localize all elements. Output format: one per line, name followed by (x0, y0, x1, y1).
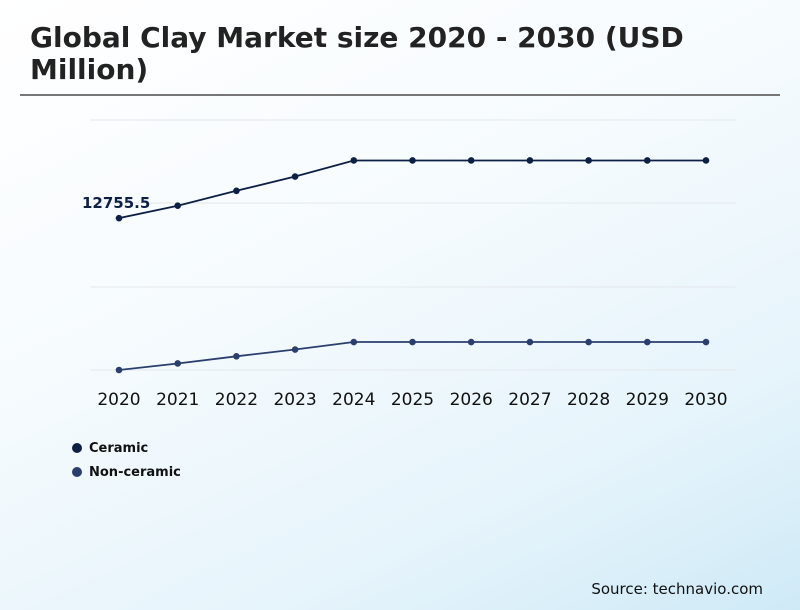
data-point-non-ceramic-2022 (233, 353, 240, 360)
data-point-non-ceramic-2028 (585, 338, 592, 346)
x-tick-label-2024: 2024 (332, 390, 375, 410)
chart-title: Global Clay Market size 2020 - 2030 (USD… (30, 21, 684, 86)
data-label-0: 12755.5 (82, 194, 150, 212)
x-tick-label-2022: 2022 (215, 390, 258, 410)
x-tick-label-2028: 2028 (567, 390, 610, 410)
line-chart: 2020 2021 2022 2023 2024 2025 2026 2027 2028 2029… (82, 119, 736, 410)
data-point-non-ceramic-2021 (174, 360, 181, 367)
x-tick-label-2026: 2026 (450, 390, 493, 410)
data-point-non-ceramic-2023 (291, 346, 299, 353)
legend-item-ceramic: Ceramic (72, 436, 181, 460)
data-point-non-ceramic-2020 (115, 366, 123, 374)
data-point-ceramic-2028 (585, 157, 592, 164)
data-point-ceramic-2027 (526, 157, 534, 164)
legend: Ceramic Non-ceramic (72, 436, 181, 484)
x-tick-label-2021: 2021 (156, 390, 199, 410)
x-tick-label-2029: 2029 (626, 390, 669, 410)
data-point-ceramic-2024 (350, 157, 358, 164)
legend-marker-non-ceramic (72, 467, 82, 477)
data-point-ceramic-2020 (115, 214, 123, 222)
title-divider (20, 94, 780, 96)
series-line-ceramic (118, 159, 706, 219)
legend-marker-ceramic (72, 443, 82, 453)
data-point-ceramic-2030 (702, 157, 710, 164)
data-point-ceramic-2026 (467, 157, 475, 164)
data-point-ceramic-2029 (644, 157, 651, 164)
legend-label-non-ceramic: Non-ceramic (89, 464, 181, 480)
data-point-non-ceramic-2026 (467, 338, 475, 346)
source-credit: Source: technavio.com (591, 580, 763, 598)
series-line-non-ceramic (118, 341, 706, 371)
x-tick-label-2025: 2025 (391, 390, 434, 410)
data-point-non-ceramic-2027 (526, 338, 534, 346)
data-point-non-ceramic-2025 (409, 338, 416, 346)
data-point-non-ceramic-2030 (702, 338, 710, 346)
x-tick-label-2030: 2030 (684, 390, 727, 410)
x-tick-label-2023: 2023 (273, 390, 316, 410)
legend-label-ceramic: Ceramic (89, 440, 149, 456)
data-point-non-ceramic-2029 (644, 338, 651, 346)
data-point-ceramic-2023 (291, 173, 299, 180)
data-point-non-ceramic-2024 (350, 338, 358, 346)
data-point-ceramic-2021 (174, 202, 181, 210)
x-tick-label-2027: 2027 (508, 390, 551, 410)
data-point-ceramic-2025 (409, 157, 416, 164)
data-point-ceramic-2022 (233, 187, 240, 195)
x-tick-label-2020: 2020 (97, 390, 140, 410)
legend-item-non-ceramic: Non-ceramic (72, 460, 181, 484)
